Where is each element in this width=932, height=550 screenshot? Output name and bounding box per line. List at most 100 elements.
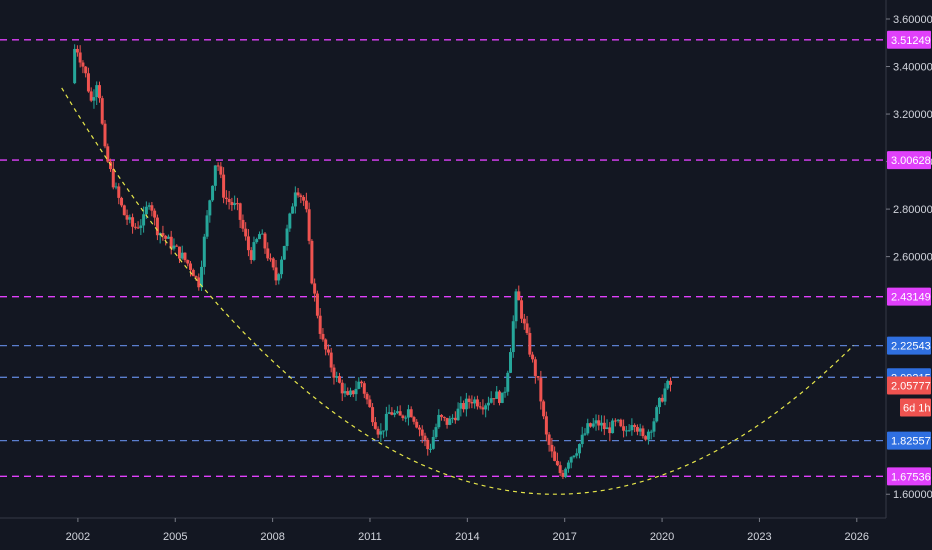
candle <box>657 397 661 414</box>
candle <box>335 371 339 383</box>
y-tick-label-5: 3.40000 <box>893 62 932 74</box>
candle <box>337 372 341 384</box>
y-tick-label-0: 1.60000 <box>893 489 932 501</box>
candle <box>473 396 477 409</box>
candle <box>591 418 595 429</box>
candle <box>561 469 565 479</box>
candle <box>456 402 460 421</box>
current-price-label-text: 2.05777 <box>891 380 931 392</box>
candle <box>572 455 576 459</box>
candle <box>73 44 77 85</box>
candle <box>489 391 493 404</box>
candle <box>326 344 330 356</box>
candle <box>147 202 151 210</box>
candle <box>464 392 468 417</box>
candle <box>553 446 557 462</box>
candle <box>371 403 375 426</box>
candle <box>241 214 245 232</box>
candle <box>97 81 101 103</box>
candle <box>600 415 604 432</box>
candle <box>666 379 670 390</box>
candle <box>313 278 317 302</box>
candle <box>434 423 438 439</box>
candle <box>404 415 408 423</box>
candle <box>100 95 104 126</box>
current-price-label: 2.05777 <box>887 376 931 395</box>
candle <box>120 196 124 208</box>
candle <box>633 423 637 433</box>
candle <box>387 404 391 415</box>
parabola-curve <box>61 87 854 495</box>
candle <box>500 392 504 404</box>
candle <box>492 398 496 406</box>
candle <box>304 192 308 213</box>
candle <box>282 245 286 261</box>
candle <box>448 415 452 426</box>
candle <box>161 225 165 241</box>
candle <box>343 383 347 398</box>
candle <box>332 364 336 385</box>
candle <box>624 426 628 437</box>
candle <box>150 201 154 217</box>
candle <box>613 418 617 427</box>
countdown-badge: 6d 1h <box>900 398 931 417</box>
candle <box>164 234 168 246</box>
y-tick-label-4: 3.20000 <box>893 109 932 121</box>
candle <box>213 165 217 191</box>
candle <box>180 245 184 260</box>
candle <box>307 202 311 245</box>
level-label-2: 2.43149 <box>887 287 931 306</box>
candle <box>271 256 275 271</box>
candle <box>227 190 231 210</box>
candle <box>285 224 289 251</box>
candle <box>117 183 121 205</box>
candle <box>655 405 659 423</box>
candle <box>426 437 430 456</box>
candle <box>652 417 656 438</box>
candle <box>429 443 433 453</box>
candles <box>73 44 673 479</box>
candle <box>255 237 259 244</box>
candle <box>354 380 358 401</box>
candle <box>288 212 292 232</box>
candle <box>75 45 79 57</box>
candle <box>451 414 455 424</box>
candle <box>580 426 584 448</box>
candle <box>384 406 388 437</box>
candle <box>542 399 546 420</box>
candle <box>558 461 562 477</box>
level-label-3: 2.22543 <box>887 336 931 355</box>
candle <box>569 456 573 469</box>
candle <box>589 422 593 428</box>
candle <box>211 185 215 202</box>
candle <box>299 193 303 204</box>
candle <box>379 423 383 442</box>
candle <box>566 460 570 473</box>
candle <box>175 244 179 247</box>
candle <box>365 391 369 405</box>
candle <box>660 394 664 403</box>
candle <box>431 429 435 450</box>
candle <box>597 414 601 431</box>
candle <box>111 161 115 190</box>
candle <box>318 308 322 340</box>
candle <box>577 443 581 459</box>
candle <box>437 409 441 429</box>
candle <box>467 395 471 409</box>
candle <box>495 386 499 399</box>
candle <box>382 430 386 439</box>
candle <box>95 81 99 106</box>
candle <box>122 204 126 216</box>
candle <box>280 256 284 279</box>
candle <box>594 414 598 431</box>
candle <box>376 426 380 439</box>
candle <box>663 383 667 406</box>
candle <box>84 66 88 78</box>
candle <box>233 195 237 210</box>
candle <box>641 425 645 439</box>
time-axis[interactable]: 2002 2005 2008 2011 2014 2017 2020 2023 2026 <box>66 518 869 543</box>
candle <box>415 419 419 429</box>
candle <box>81 60 85 74</box>
